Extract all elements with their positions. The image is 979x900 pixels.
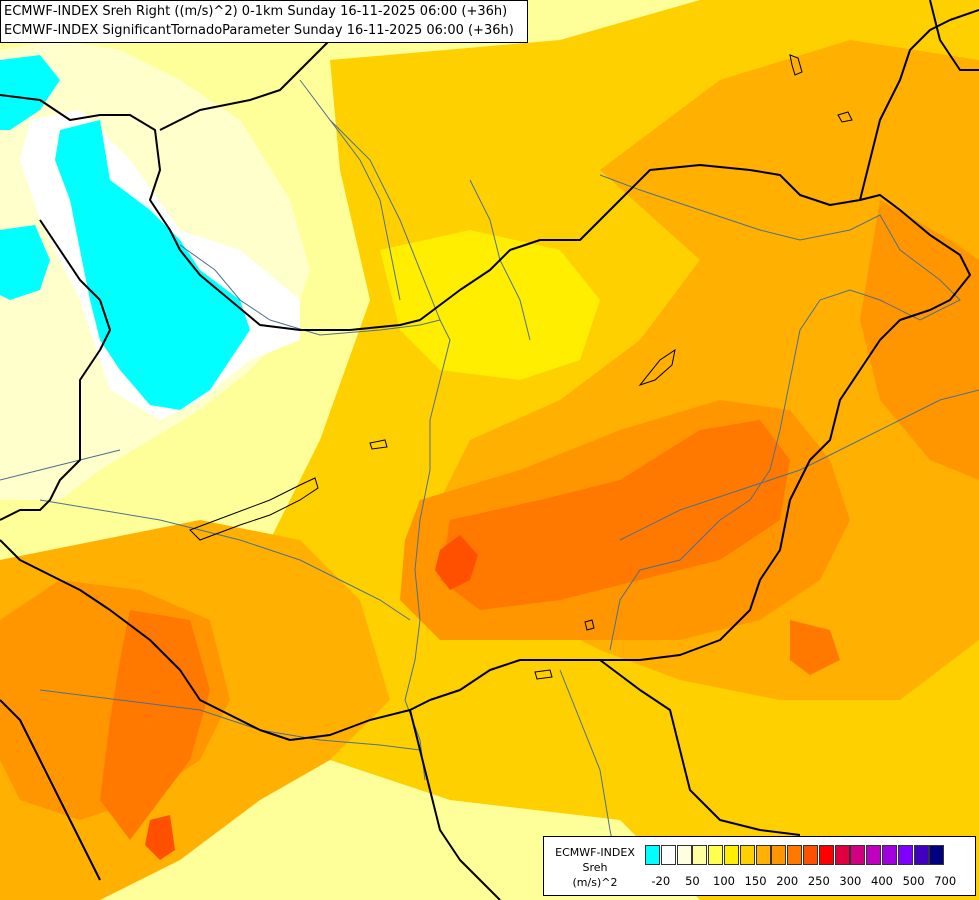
border-sw [0,699,101,881]
outline-3 [584,619,595,631]
small-outlines [369,54,853,680]
border-ne [859,9,979,201]
legend-title: ECMWF-INDEX Sreh (m/s)^2 [546,845,644,890]
river-drava [39,499,411,621]
legend-tick-label: 50 [685,874,700,888]
outline-6 [638,348,676,387]
border-nw [39,219,101,301]
legend-title-parameter: Sreh [582,861,608,874]
outline-5 [837,111,853,123]
river-mures [619,389,979,541]
map-title-line-2: ECMWF-INDEX SignificantTornadoParameter … [4,23,514,38]
lake-balaton [189,477,319,541]
river-morava [0,449,121,481]
legend-swatch [739,845,755,865]
field-orange-east [860,200,979,480]
field-red-spot [435,535,478,590]
legend-swatch [660,845,676,865]
field-darkorange-west [100,610,210,840]
river-vah [329,119,401,301]
map-title-box: ECMWF-INDEX Sreh Right ((m/s)^2) 0-1km S… [0,0,528,43]
legend-swatch [802,845,818,865]
field-yellow-central [380,230,600,380]
legend-tick-label: 100 [713,874,735,888]
river-north [299,79,441,321]
legend-swatch [771,845,787,865]
field-darkorange-se [790,620,840,675]
outline-2 [534,669,553,680]
legend-ticks: -20 50 100 150 200 250 300 400 500 700 [645,874,975,890]
legend-swatch [692,845,708,865]
border-west [0,299,111,521]
legend-swatch [913,845,929,865]
map-title-line-1: ECMWF-INDEX Sreh Right ((m/s)^2) 0-1km S… [4,4,508,19]
legend-swatch [708,845,724,865]
legend-swatch [676,845,692,865]
legend-swatch [723,845,739,865]
legend-title-model: ECMWF-INDEX [555,846,635,859]
legend-tick-label: 700 [934,874,957,888]
legend-swatch [645,845,660,865]
legend-swatch [787,845,803,865]
outline-1 [369,439,388,450]
legend-swatches [645,845,945,865]
legend-swatch [755,845,771,865]
legend-tick-label: 500 [902,874,925,888]
legend-swatch [834,845,850,865]
field-cyan-nw [0,55,60,130]
legend-swatch [881,845,897,865]
legend-swatch [929,845,945,865]
legend-swatch [897,845,913,865]
field-cyan-west [0,225,50,300]
river-danube [179,244,451,781]
river-tisza [599,174,961,651]
legend-tick-label: 200 [776,874,799,888]
legend-tick-label: -20 [651,874,671,888]
legend-title-unit: (m/s)^2 [572,876,618,889]
border-ne-2 [929,0,979,71]
border-north [0,94,971,741]
field-darkorange-center [440,420,790,610]
legend-swatch [850,845,866,865]
legend-tick-label: 150 [744,874,767,888]
border-south-2 [599,659,801,836]
legend-tick-label: 400 [871,874,893,888]
outline-4 [789,54,803,76]
legend-tick-label: 300 [839,874,862,888]
legend-swatch [818,845,834,865]
field-cyan-main [55,120,250,410]
border-south [409,709,501,900]
legend-swatch [866,845,882,865]
legend-tick-label: 250 [807,874,830,888]
field-red-spot-sw [145,815,175,860]
color-legend: ECMWF-INDEX Sreh (m/s)^2 -20 50 100 150 200 2… [543,836,976,896]
